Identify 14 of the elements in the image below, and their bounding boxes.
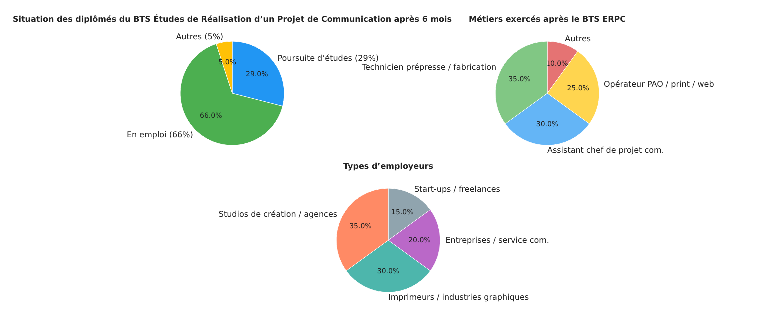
slice-label: Autres <box>565 34 592 44</box>
slice-label: Imprimeurs / industries graphiques <box>388 293 530 302</box>
slice-label: Entreprises / service com. <box>446 236 550 245</box>
chart-title: Métiers exercés après le BTS ERPC <box>469 15 626 24</box>
slice-label: Start-ups / freelances <box>414 185 500 194</box>
chart-title: Types d’employeurs <box>344 162 434 171</box>
chart-title: Situation des diplômés du BTS Études de Réalisation d’un Projet de Communication après 6 mois <box>12 14 452 24</box>
slice-label: Technicien prépresse / fabrication <box>360 63 497 72</box>
slice-label: Studios de création / agences <box>218 210 338 220</box>
slice-label: Poursuite d’études (29%) <box>278 54 380 63</box>
slice-label: Autres (5%) <box>176 32 224 42</box>
slice-label: En emploi (66%) <box>126 130 194 140</box>
slice-label: Assistant chef de projet com. <box>548 146 664 156</box>
slice-label: Opérateur PAO / print / web <box>604 80 714 90</box>
